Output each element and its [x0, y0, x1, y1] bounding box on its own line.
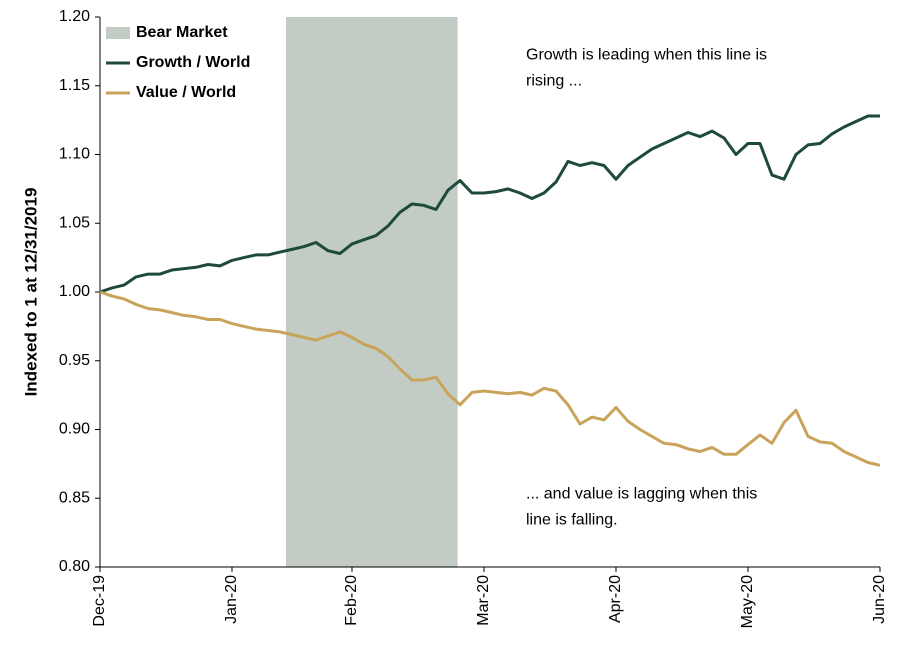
y-tick-label: 0.95	[59, 352, 90, 369]
annotation: line is falling.	[526, 511, 618, 528]
legend-swatch	[106, 27, 130, 39]
y-tick-label: 1.15	[59, 77, 90, 94]
annotation: rising ...	[526, 73, 582, 90]
y-tick-label: 1.10	[59, 146, 90, 163]
x-tick-label: Mar-20	[475, 575, 492, 626]
x-tick-label: May-20	[739, 575, 756, 628]
y-axis-label: Indexed to 1 at 12/31/2019	[21, 188, 40, 397]
y-tick-label: 1.20	[59, 8, 90, 25]
legend-label: Value / World	[136, 84, 236, 101]
annotation: Growth is leading when this line is	[526, 47, 767, 64]
annotation: ... and value is lagging when this	[526, 485, 757, 502]
y-tick-label: 0.80	[59, 558, 90, 575]
y-tick-label: 0.85	[59, 489, 90, 506]
x-tick-label: Jun-20	[871, 575, 888, 624]
data-line	[99, 290, 881, 467]
y-tick-label: 0.90	[59, 421, 90, 438]
x-tick-label: Jan-20	[223, 575, 240, 624]
legend-label: Growth / World	[136, 54, 250, 71]
legend-label: Bear Market	[136, 24, 228, 41]
shaded-region	[286, 17, 458, 567]
x-tick-label: Dec-19	[91, 575, 108, 627]
data-line	[99, 114, 880, 294]
x-tick-label: Apr-20	[607, 575, 624, 623]
x-tick-label: Feb-20	[343, 575, 360, 626]
y-tick-label: 1.05	[59, 214, 90, 231]
y-tick-label: 1.00	[59, 283, 90, 300]
